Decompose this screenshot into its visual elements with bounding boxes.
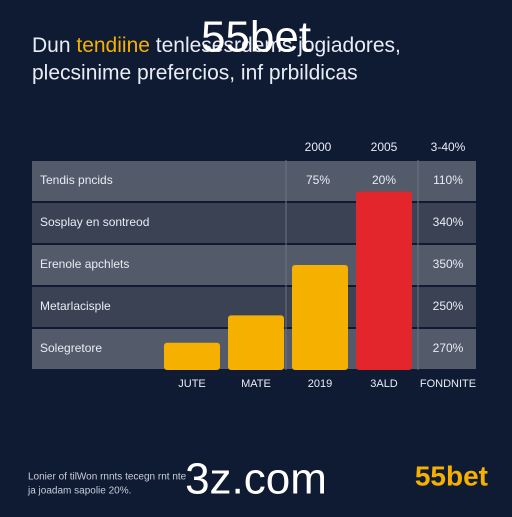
x-tick-label: MATE xyxy=(241,378,271,390)
table-cell: 340% xyxy=(433,215,464,229)
x-tick-label: FONDNITE xyxy=(420,378,476,390)
table-cell: 350% xyxy=(433,257,464,271)
column-header: 2005 xyxy=(371,140,398,154)
bar xyxy=(292,265,348,370)
logo: 55bet xyxy=(415,460,488,491)
table-cell: 250% xyxy=(433,299,464,313)
bar xyxy=(356,191,412,370)
table-cell: 270% xyxy=(433,341,464,355)
bar xyxy=(228,315,284,370)
watermark: 3z.com xyxy=(185,455,327,504)
row-label: Tendis pncids xyxy=(40,173,113,187)
title: Dun tendiine tenlesesrdems jogiadores, xyxy=(32,34,401,57)
footer-note: ja joadam sapolie 20%. xyxy=(27,486,131,497)
title-highlight: tendiine xyxy=(76,34,150,57)
x-tick-label: 3ALD xyxy=(370,378,398,390)
table-cell: 20% xyxy=(372,173,396,187)
row-label: Sosplay en sontreod xyxy=(40,215,149,229)
bar xyxy=(164,342,220,370)
chart: Tendis pncids Sosplay en sontreod Erenole … xyxy=(32,140,476,390)
title-start: Dun xyxy=(32,34,76,57)
title-end: tenlesesrdems jogiadores, xyxy=(150,34,401,57)
row-label: Erenole apchlets xyxy=(40,257,129,271)
column-header: 3-40% xyxy=(431,140,466,154)
watermark: 55bet xyxy=(201,13,311,62)
x-tick-label: JUTE xyxy=(178,378,206,390)
row-label: Metarlacisple xyxy=(40,299,111,313)
column-header: 2000 xyxy=(305,140,332,154)
subtitle: plecsinime prefercios, inf prbildicas xyxy=(32,62,358,85)
row-label: Solegretore xyxy=(40,341,102,355)
table-cell: 75% xyxy=(306,173,330,187)
footer-note: Lonier of tilWon rnnts tecegn rnt nte xyxy=(28,472,187,483)
x-tick-label: 2019 xyxy=(308,378,332,390)
table-cell: 110% xyxy=(433,173,463,187)
